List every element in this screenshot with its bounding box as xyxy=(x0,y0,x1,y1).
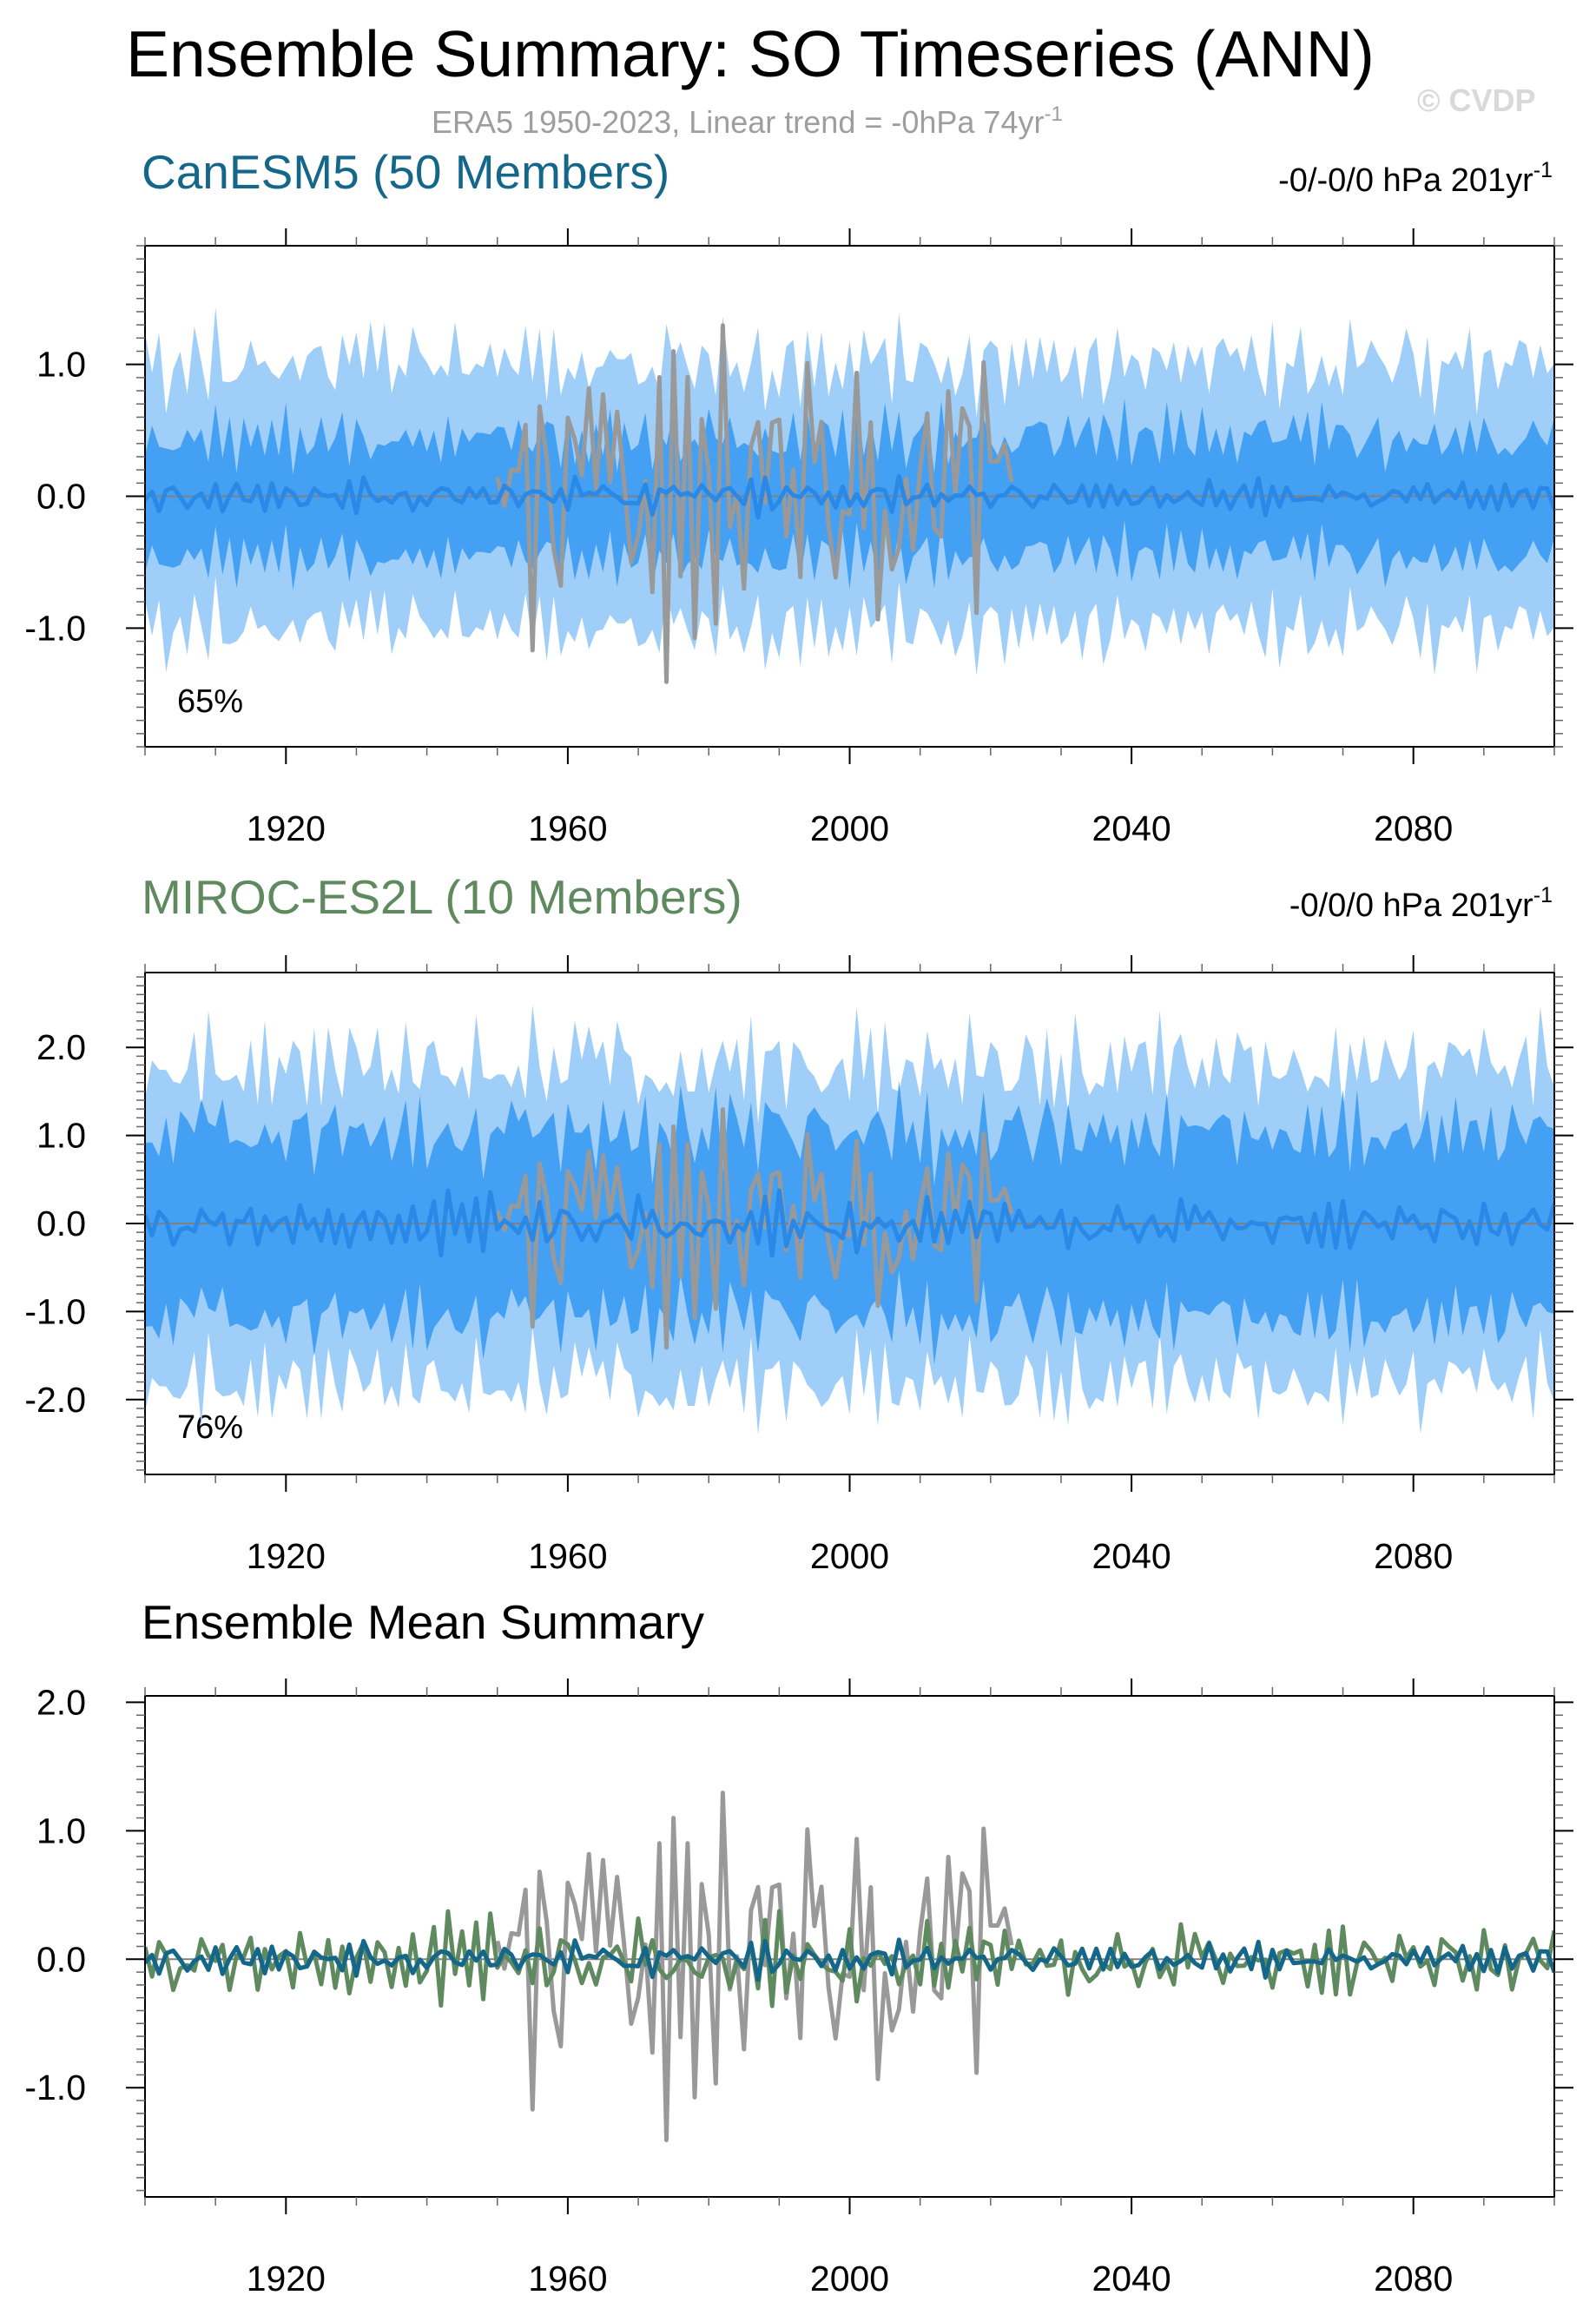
ensemble-mean-line xyxy=(145,1188,1554,1258)
x-tick-label: 1920 xyxy=(247,1536,326,1576)
x-tick-label: 1960 xyxy=(528,1536,607,1576)
plot-area: 2.0 1.0 0.0 -1.0 1920 1960 2000 2040 2080 xyxy=(24,1679,1573,2299)
y-tick-label: 1.0 xyxy=(36,1810,86,1850)
panel-canesm5: CanESM5 (50 Members) -0/-0/0 hPa 201yr-1… xyxy=(24,145,1573,848)
y-tick-label: 0.0 xyxy=(36,477,86,517)
miroc-mean-line xyxy=(145,1909,1554,2008)
cvdp-watermark: © CVDP xyxy=(1417,82,1536,118)
canesm5-mean-line xyxy=(145,1937,1554,1982)
y-tick-label: 2.0 xyxy=(36,1027,86,1067)
trend-label-canesm5: -0/-0/0 hPa 201yr-1 xyxy=(1278,158,1553,199)
x-tick-label: 2040 xyxy=(1091,2259,1171,2299)
panel-miroc: MIROC-ES2L (10 Members) -0/0/0 hPa 201yr… xyxy=(24,870,1573,1576)
x-tick-label: 2000 xyxy=(810,1536,889,1576)
x-tick-label: 2040 xyxy=(1091,808,1171,848)
y-tick-label: -2.0 xyxy=(24,1380,86,1420)
y-tick-label: -1.0 xyxy=(24,2068,86,2107)
x-tick-label: 2080 xyxy=(1374,808,1453,848)
x-tick-label: 1920 xyxy=(247,808,326,848)
panel-title-miroc: MIROC-ES2L (10 Members) xyxy=(142,870,742,924)
y-tick-label: -1.0 xyxy=(24,1291,86,1331)
observations-line xyxy=(495,1791,1014,2143)
trend-text-canesm5: -0/-0/0 hPa 201yr xyxy=(1278,162,1533,199)
subtitle-superscript: -1 xyxy=(1044,102,1062,126)
x-tick-label: 2000 xyxy=(810,2259,889,2299)
y-tick-label: 0.0 xyxy=(36,1939,86,1979)
panel-title-ensemble-mean: Ensemble Mean Summary xyxy=(142,1595,705,1649)
observations-line xyxy=(495,323,1014,684)
x-tick-label: 1960 xyxy=(528,808,607,848)
y-tick-label: 1.0 xyxy=(36,1116,86,1156)
observations-line xyxy=(495,1107,1014,1350)
x-tick-label: 1960 xyxy=(528,2259,607,2299)
agreement-percent-miroc: 76% xyxy=(177,1409,243,1446)
x-tick-label: 2000 xyxy=(810,808,889,848)
y-tick-label: -1.0 xyxy=(24,608,86,648)
panel-title-canesm5: CanESM5 (50 Members) xyxy=(142,145,669,199)
figure-subtitle: ERA5 1950-2023, Linear trend = -0hPa 74y… xyxy=(432,102,1063,140)
panel-ensemble-mean: Ensemble Mean Summary 2.0 1.0 0.0 -1.0 1920 1… xyxy=(24,1595,1573,2299)
y-tick-label: 2.0 xyxy=(36,1682,86,1722)
x-tick-label: 2080 xyxy=(1374,2259,1453,2299)
trend-label-miroc: -0/0/0 hPa 201yr-1 xyxy=(1289,883,1553,924)
trend-text-miroc: -0/0/0 hPa 201yr xyxy=(1289,887,1533,924)
figure-title: Ensemble Summary: SO Timeseries (ANN) xyxy=(126,17,1375,90)
ensemble-mean-line xyxy=(145,473,1554,520)
trend-sup-miroc: -1 xyxy=(1533,883,1553,907)
trend-sup-canesm5: -1 xyxy=(1533,158,1553,182)
subtitle-text: ERA5 1950-2023, Linear trend = -0hPa 74y… xyxy=(432,104,1044,140)
x-tick-label: 2080 xyxy=(1374,1536,1453,1576)
x-tick-label: 1920 xyxy=(247,2259,326,2299)
plot-area: 2.0 1.0 0.0 -1.0 -2.0 1920 1960 2000 2040 2080 xyxy=(24,955,1573,1576)
y-tick-label: 0.0 xyxy=(36,1204,86,1243)
x-tick-label: 2040 xyxy=(1091,1536,1171,1576)
agreement-percent-canesm5: 65% xyxy=(177,683,243,720)
plot-area: 1.0 0.0 -1.0 1920 1960 2000 2040 2080 xyxy=(24,228,1573,848)
y-tick-label: 1.0 xyxy=(36,345,86,385)
